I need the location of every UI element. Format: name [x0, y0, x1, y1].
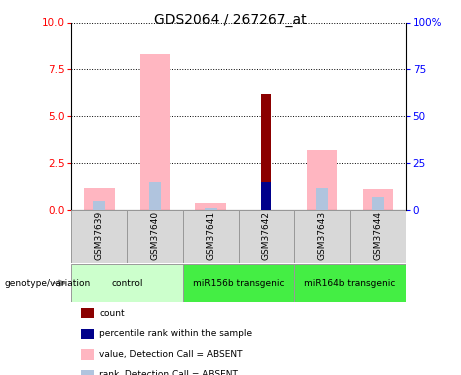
Bar — [71, 210, 127, 262]
Text: genotype/variation: genotype/variation — [5, 279, 91, 288]
Bar — [127, 210, 183, 262]
Text: count: count — [99, 309, 125, 318]
Text: value, Detection Call = ABSENT: value, Detection Call = ABSENT — [99, 350, 242, 359]
Bar — [238, 210, 294, 262]
Text: rank, Detection Call = ABSENT: rank, Detection Call = ABSENT — [99, 370, 238, 375]
Bar — [362, 189, 393, 210]
Bar — [205, 208, 217, 210]
Text: GSM37641: GSM37641 — [206, 211, 215, 260]
Bar — [261, 182, 272, 210]
Bar — [93, 201, 106, 210]
Text: GSM37642: GSM37642 — [262, 211, 271, 260]
Bar — [350, 210, 406, 262]
Text: GSM37640: GSM37640 — [150, 211, 160, 260]
Bar — [294, 264, 406, 302]
Bar — [316, 188, 328, 210]
Text: GSM37644: GSM37644 — [373, 211, 382, 260]
Bar — [140, 54, 170, 210]
Bar — [294, 210, 350, 262]
Bar — [372, 197, 384, 210]
Bar — [149, 182, 161, 210]
Bar — [183, 264, 294, 302]
Text: miR164b transgenic: miR164b transgenic — [304, 279, 396, 288]
Text: control: control — [112, 279, 143, 288]
Text: miR156b transgenic: miR156b transgenic — [193, 279, 284, 288]
Bar — [195, 202, 226, 210]
Text: percentile rank within the sample: percentile rank within the sample — [99, 329, 252, 338]
Text: GSM37639: GSM37639 — [95, 211, 104, 260]
Bar — [307, 150, 337, 210]
Bar — [261, 94, 272, 210]
Bar — [183, 210, 238, 262]
Bar — [71, 264, 183, 302]
Text: GDS2064 / 267267_at: GDS2064 / 267267_at — [154, 13, 307, 27]
Bar — [84, 188, 115, 210]
Text: GSM37643: GSM37643 — [318, 211, 327, 260]
